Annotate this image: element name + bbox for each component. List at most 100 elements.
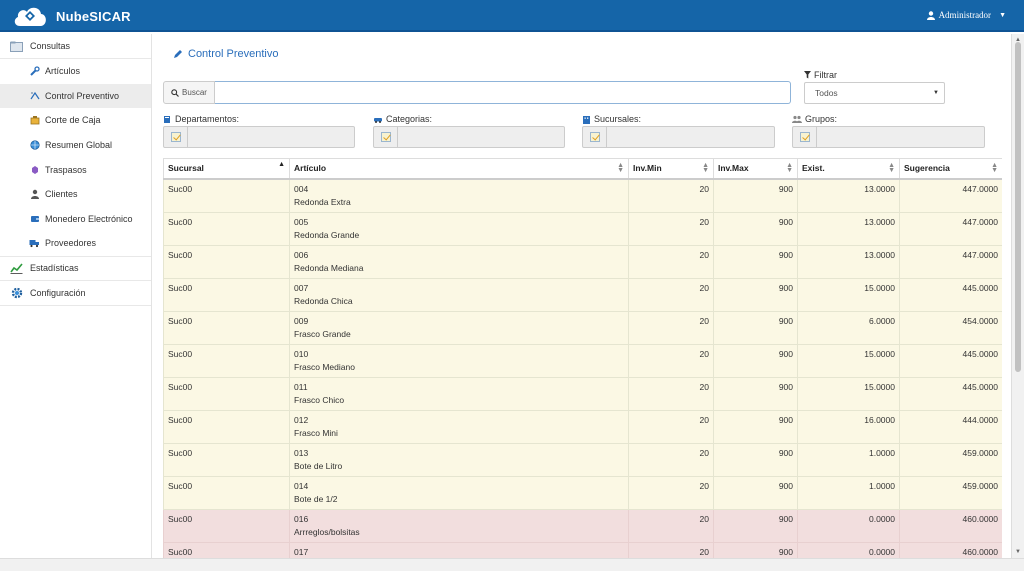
cloud-logo-icon (14, 7, 46, 27)
sidebar-item-clientes[interactable]: Clientes (0, 182, 151, 207)
grupos-label: Grupos: (792, 114, 837, 124)
cell-inv-min: 20 (699, 183, 709, 194)
column-header-inv-min[interactable]: Inv.Min ▲ ▼ (628, 158, 714, 180)
table-row[interactable]: Suc00 007 Redonda Chica 20 900 15.0000 445.000… (163, 277, 1002, 312)
filter-select[interactable]: Todos ▼ (804, 82, 945, 104)
column-header-label: Exist. (802, 163, 825, 174)
cell-sucursal: Suc00 (168, 480, 193, 491)
table-cell: 900 (713, 277, 798, 312)
warning-icon (29, 90, 40, 101)
grupos-field[interactable] (792, 126, 985, 148)
cell-exist: 1.0000 (869, 447, 895, 458)
sidebar-item-resumen-global[interactable]: Resumen Global (0, 133, 151, 158)
categorias-checkbox[interactable] (374, 127, 398, 147)
cell-inv-max: 900 (778, 546, 793, 557)
sucursales-field[interactable] (582, 126, 775, 148)
table-cell: 20 (628, 277, 714, 312)
table-cell: Suc00 (163, 376, 290, 411)
cell-exist: 0.0000 (869, 546, 895, 557)
table-cell: 447.0000 (899, 178, 1002, 213)
column-header-articulo[interactable]: Artículo ▲ ▼ (289, 158, 629, 180)
table-row[interactable]: Suc00 006 Redonda Mediana 20 900 13.0000 447.0… (163, 244, 1002, 279)
column-header-sugerencia[interactable]: Sugerencia ▲ ▼ (899, 158, 1002, 180)
cell-inv-min: 20 (699, 216, 709, 227)
table-row[interactable]: Suc00 014 Bote de 1/2 20 900 1.0000 459.0000 (163, 475, 1002, 510)
user-name: Administrador (938, 10, 992, 20)
cell-exist: 0.0000 (869, 513, 895, 524)
departamentos-label: Departamentos: (163, 114, 239, 124)
sidebar-item-traspasos[interactable]: Traspasos (0, 157, 151, 182)
sort-asc-icon: ▲ (278, 161, 285, 168)
folder-icon (10, 40, 23, 52)
sidebar-item-articulos[interactable]: Artículos (0, 59, 151, 84)
table-row[interactable]: Suc00 011 Frasco Chico 20 900 15.0000 445.0000 (163, 376, 1002, 411)
categorias-label-text: Categorias: (386, 114, 433, 124)
cell-sucursal: Suc00 (168, 249, 193, 260)
sidebar-item-corte-de-caja[interactable]: Corte de Caja (0, 108, 151, 133)
cell-inv-min: 20 (699, 447, 709, 458)
column-header-exist[interactable]: Exist. ▲ ▼ (797, 158, 900, 180)
table-cell: Suc00 (163, 244, 290, 279)
filter-label-text: Filtrar (814, 70, 837, 80)
sidebar-item-control-preventivo[interactable]: Control Preventivo (0, 83, 151, 109)
table-row[interactable]: Suc00 005 Redonda Grande 20 900 13.0000 447.00… (163, 211, 1002, 246)
sucursales-checkbox[interactable] (583, 127, 607, 147)
sidebar-item-monedero-electronico[interactable]: Monedero Electrónico (0, 207, 151, 232)
scroll-thumb[interactable] (1015, 42, 1021, 372)
page-title-text: Control Preventivo (188, 48, 279, 60)
sidebar-item-proveedores[interactable]: Proveedores (0, 231, 151, 256)
departamentos-checkbox[interactable] (164, 127, 188, 147)
vertical-scrollbar[interactable]: ▲ ▼ (1011, 34, 1024, 558)
cash-register-icon (29, 115, 40, 126)
table-cell: 460.0000 (899, 508, 1002, 543)
table-row[interactable]: Suc00 004 Redonda Extra 20 900 13.0000 447.000… (163, 178, 1002, 213)
brand[interactable]: NubeSICAR (12, 2, 131, 30)
table-row[interactable]: Suc00 012 Frasco Mini 20 900 16.0000 444.0000 (163, 409, 1002, 444)
column-header-label: Artículo (294, 163, 327, 174)
table-cell: 445.0000 (899, 277, 1002, 312)
table-cell: 460.0000 (899, 541, 1002, 558)
cell-inv-max: 900 (778, 249, 793, 260)
department-icon (164, 115, 170, 123)
search-input[interactable] (215, 81, 791, 104)
table-cell: 20 (628, 178, 714, 213)
scroll-up-icon[interactable]: ▲ (1015, 37, 1021, 43)
table-row[interactable]: Suc00 013 Bote de Litro 20 900 1.0000 459.0000 (163, 442, 1002, 477)
sidebar-section-configuracion[interactable]: Configuración (0, 281, 151, 306)
search-button[interactable]: Buscar (163, 81, 215, 104)
table-cell: 13.0000 (797, 178, 900, 213)
cell-codigo: 013 (294, 447, 309, 458)
table-row[interactable]: Suc00 010 Frasco Mediano 20 900 15.0000 445.00… (163, 343, 1002, 378)
filter-icon (804, 71, 811, 79)
table-cell: 13.0000 (797, 211, 900, 246)
user-icon (926, 10, 935, 20)
table-cell: 007 Redonda Chica (289, 277, 629, 312)
gear-icon (10, 287, 23, 299)
cell-codigo: 012 (294, 414, 309, 425)
column-header-sucursal[interactable]: Sucursal ▲ (163, 158, 290, 180)
cell-inv-max: 900 (778, 216, 793, 227)
pencil-icon (174, 50, 182, 58)
sidebar-section-consultas[interactable]: Consultas (0, 34, 151, 59)
table-cell: 20 (628, 409, 714, 444)
table-cell: Suc00 (163, 178, 290, 213)
column-header-inv-max[interactable]: Inv.Max ▲ ▼ (713, 158, 798, 180)
categorias-field[interactable] (373, 126, 565, 148)
user-menu[interactable]: Administrador ▼ (926, 10, 1006, 20)
table-row[interactable]: Suc00 016 Arrreglos/bolsitas 20 900 0.0000 460… (163, 508, 1002, 543)
sidebar-item-label: Traspasos (45, 164, 87, 175)
categorias-label: Categorias: (373, 114, 432, 124)
cell-inv-min: 20 (699, 480, 709, 491)
truck-icon (29, 238, 40, 249)
grupos-checkbox[interactable] (793, 127, 817, 147)
departamentos-label-text: Departamentos: (175, 114, 240, 124)
cell-sucursal: Suc00 (168, 282, 193, 293)
table-row[interactable]: Suc00 017Redonda delgada 20 900 0.0000 460.00… (163, 541, 1002, 558)
table-row[interactable]: Suc00 009 Frasco Grande 20 900 6.0000 454.0000 (163, 310, 1002, 345)
sidebar-section-estadisticas[interactable]: Estadísticas (0, 255, 151, 281)
scroll-down-icon[interactable]: ▼ (1015, 549, 1021, 555)
table-cell: 017Redonda delgada (289, 541, 629, 558)
cell-exist: 13.0000 (864, 249, 895, 260)
cell-nombre: Redonda Mediana (294, 262, 364, 273)
departamentos-field[interactable] (163, 126, 355, 148)
